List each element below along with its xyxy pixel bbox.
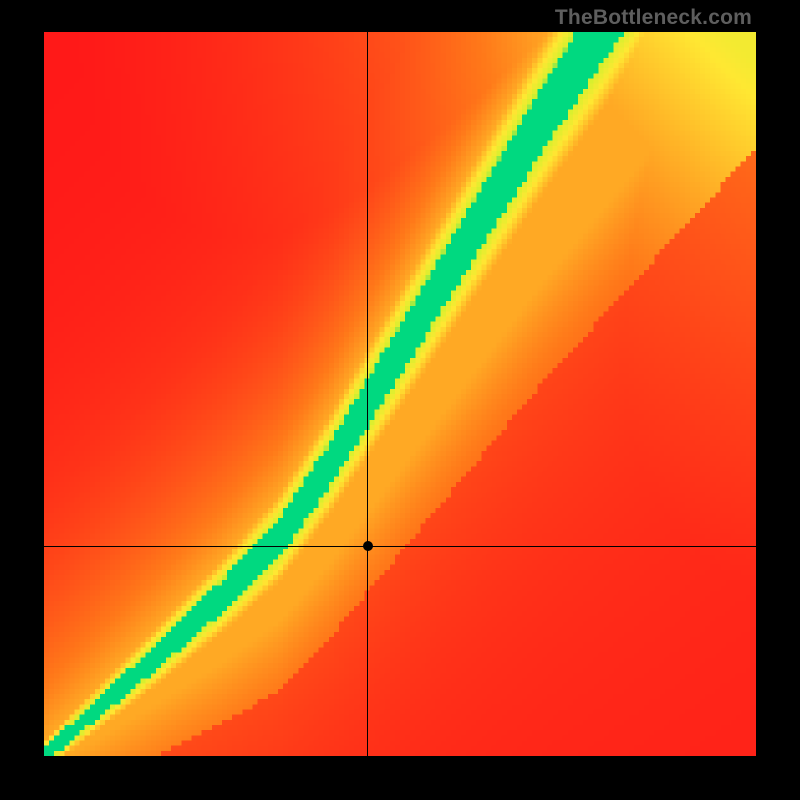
bottleneck-heatmap [44,32,756,756]
crosshair-vertical [367,32,368,756]
chart-container: TheBottleneck.com [0,0,800,800]
data-point-marker [363,541,373,551]
crosshair-horizontal [44,546,756,547]
watermark-text: TheBottleneck.com [555,6,752,30]
